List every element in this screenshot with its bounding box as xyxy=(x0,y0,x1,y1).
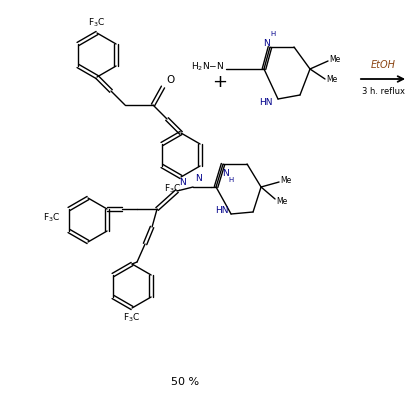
Text: F$_3$C: F$_3$C xyxy=(43,212,60,224)
Text: N: N xyxy=(263,39,271,48)
Text: O: O xyxy=(166,75,174,85)
Text: H: H xyxy=(228,177,234,183)
Text: N: N xyxy=(179,178,186,187)
Text: H: H xyxy=(271,31,275,37)
Text: 3 h. reflux: 3 h. reflux xyxy=(361,87,404,96)
Text: N: N xyxy=(222,169,228,178)
Text: F$_3$C: F$_3$C xyxy=(123,312,141,325)
Text: HN: HN xyxy=(216,206,229,215)
Text: Me: Me xyxy=(280,176,291,185)
Text: H$_2$N$-$N: H$_2$N$-$N xyxy=(191,61,224,73)
Text: EtOH: EtOH xyxy=(370,60,396,70)
Text: 50 %: 50 % xyxy=(171,377,199,387)
Text: HN: HN xyxy=(259,98,273,106)
Text: F$_3$C: F$_3$C xyxy=(164,182,182,194)
Text: Me: Me xyxy=(329,54,340,63)
Text: +: + xyxy=(213,73,228,91)
Text: Me: Me xyxy=(326,75,337,84)
Text: F$_3$C: F$_3$C xyxy=(88,16,106,29)
Text: N: N xyxy=(195,174,202,183)
Text: Me: Me xyxy=(276,197,287,206)
